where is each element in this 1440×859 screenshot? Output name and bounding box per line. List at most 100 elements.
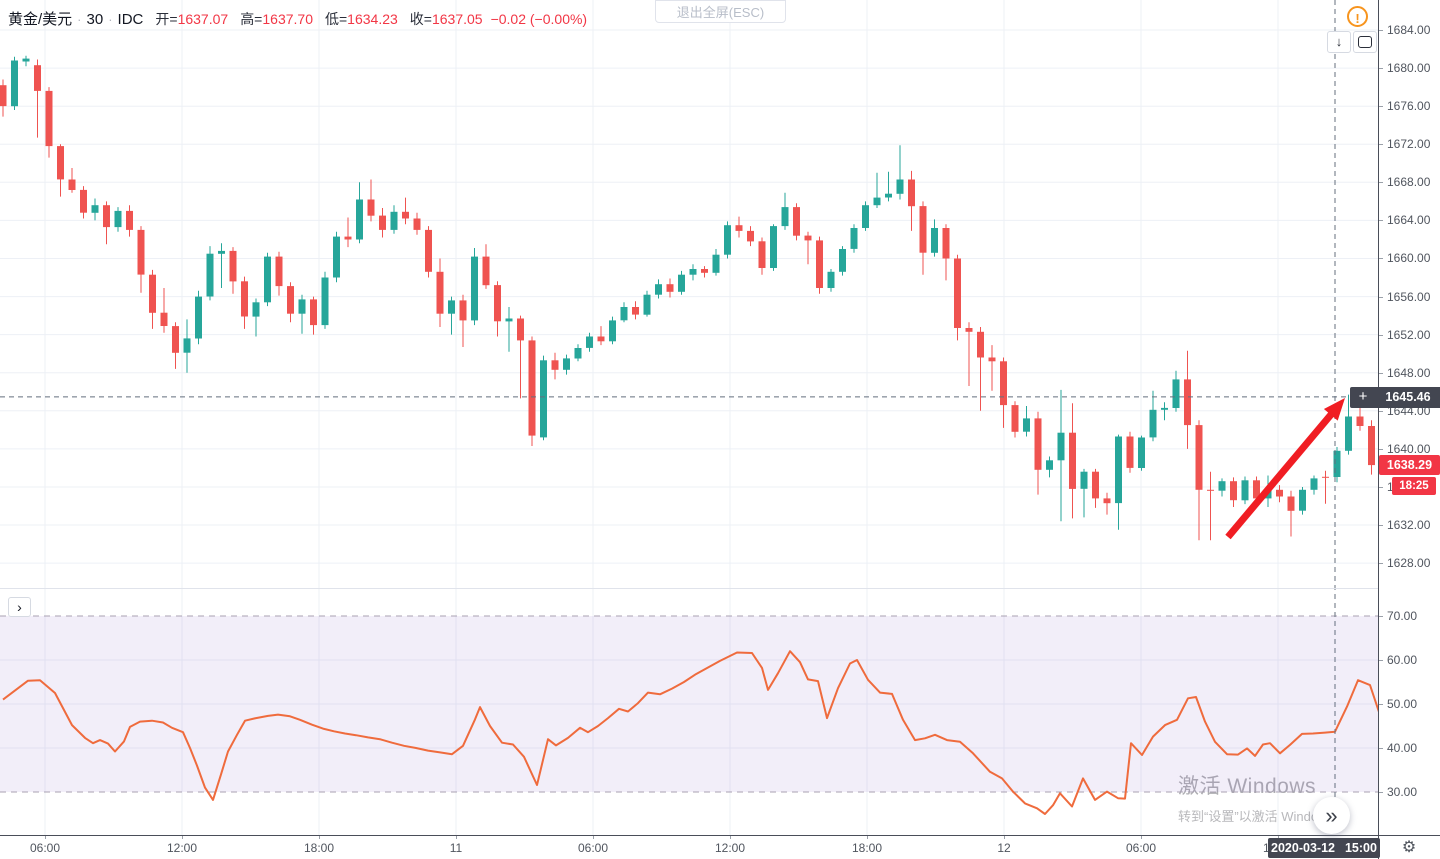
price-axis-label: 1680.00 [1387, 61, 1431, 75]
exchange-label: IDC [117, 11, 144, 28]
price-axis-tick [1378, 297, 1383, 298]
price-axis-label: 1676.00 [1387, 99, 1431, 113]
price-axis-label: 1668.00 [1387, 175, 1431, 189]
high-value: 1637.70 [262, 11, 313, 27]
time-axis-tick [45, 835, 46, 839]
time-axis-label: 11 [449, 841, 463, 855]
download-arrow-icon[interactable]: ↓ [1327, 31, 1351, 53]
price-axis-label: 70.00 [1387, 609, 1418, 623]
rsi-band [0, 615, 1378, 793]
pane-separator[interactable] [0, 588, 1440, 589]
price-axis-label: 1632.00 [1387, 518, 1431, 532]
price-axis-tick [1378, 30, 1383, 31]
price-axis-label: 1648.00 [1387, 366, 1431, 380]
price-axis-label: 1640.00 [1387, 442, 1431, 456]
price-axis-label: 1684.00 [1387, 23, 1431, 37]
time-axis[interactable]: 06:00 12:00 18:00 11 06:00 12:00 18:00 12 06:00 1… [0, 835, 1440, 859]
open-value: 1637.07 [177, 11, 229, 27]
price-axis-tick [1378, 106, 1383, 107]
price-axis-tick [1378, 704, 1383, 705]
time-axis-label: 06:00 [29, 841, 61, 855]
gridlines [0, 0, 1378, 835]
price-axis-tick [1378, 792, 1383, 793]
time-axis-label: 12:00 [166, 841, 198, 855]
price-axis-tick [1378, 144, 1383, 145]
crosshair-date: 2020-03-12 [1271, 841, 1335, 855]
last-price-badge: 1638.29 [1379, 455, 1440, 475]
price-axis-tick [1378, 525, 1383, 526]
close-value: 1637.05 [431, 11, 483, 27]
price-axis-label: 50.00 [1387, 697, 1418, 711]
price-axis-tick [1378, 258, 1383, 259]
ohlc-close: 收=1637.05 [410, 9, 483, 29]
price-axis-tick [1378, 335, 1383, 336]
price-axis-tick [1378, 411, 1383, 412]
ohlc-low: 低=1634.23 [325, 9, 398, 29]
crosshair-date-badge: 2020-03-12 15:00 [1268, 838, 1380, 858]
price-axis-label: 1660.00 [1387, 251, 1431, 265]
time-axis-tick [1278, 835, 1279, 839]
price-axis-tick [1378, 563, 1383, 564]
time-axis-label: 12:00 [714, 841, 746, 855]
symbol-legend: 黄金/美元 · 30 · IDC 开=1637.07 高=1637.70 低=1… [8, 8, 587, 29]
scroll-to-realtime-button[interactable]: » [1313, 797, 1350, 834]
price-axis-label: 1652.00 [1387, 328, 1431, 342]
time-axis-tick [730, 835, 731, 839]
price-axis[interactable]: 1684.00 1680.00 1676.00 1672.00 1668.00 1664.… [1378, 0, 1440, 835]
candles [0, 55, 1375, 541]
time-axis-tick [867, 835, 868, 839]
exit-fullscreen-button[interactable]: 退出全屏(ESC) [655, 0, 786, 23]
frame-icon [1358, 36, 1372, 48]
close-label: 收= [409, 11, 432, 27]
price-axis-tick [1378, 487, 1383, 488]
price-axis-tick [1378, 373, 1383, 374]
price-axis-tick [1378, 220, 1383, 221]
time-axis-label: 06:00 [577, 841, 609, 855]
ohlc-open: 开=1637.07 [155, 9, 228, 29]
price-axis-label: 1664.00 [1387, 213, 1431, 227]
separator-dot: · [108, 12, 113, 27]
price-axis-tick [1378, 182, 1383, 183]
fullscreen-frame-icon[interactable] [1353, 31, 1377, 53]
time-axis-label: 18:00 [303, 841, 335, 855]
plus-icon[interactable]: + [1350, 387, 1376, 408]
warning-icon[interactable]: ! [1347, 6, 1368, 27]
price-axis-label: 1628.00 [1387, 556, 1431, 570]
time-axis-label: 12 [997, 841, 1011, 855]
axis-horizontal-border [0, 835, 1440, 836]
trend-arrow-annotation [1225, 398, 1345, 540]
price-axis-label: 60.00 [1387, 653, 1418, 667]
time-axis-label: 18:00 [851, 841, 883, 855]
crosshair-price-label: 1645.46 [1376, 387, 1440, 408]
price-axis-label: 40.00 [1387, 741, 1418, 755]
low-value: 1634.23 [347, 11, 398, 27]
low-label: 低= [324, 11, 348, 27]
ohlc-high: 高=1637.70 [240, 9, 313, 29]
time-axis-label: 06:00 [1125, 841, 1157, 855]
separator-dot: · [77, 12, 82, 27]
time-axis-tick [1141, 835, 1142, 839]
axis-vertical-border [1378, 0, 1379, 859]
open-label: 开= [155, 11, 178, 27]
price-axis-label: 1656.00 [1387, 290, 1431, 304]
time-axis-tick [182, 835, 183, 839]
high-label: 高= [240, 11, 263, 27]
price-axis-label: 30.00 [1387, 785, 1418, 799]
price-axis-tick [1378, 748, 1383, 749]
crosshair-price-badge: + 1645.46 [1350, 387, 1440, 408]
price-axis-tick [1378, 616, 1383, 617]
time-axis-tick [319, 835, 320, 839]
symbol-name[interactable]: 黄金/美元 [8, 11, 73, 28]
price-axis-tick [1378, 660, 1383, 661]
time-axis-tick [456, 835, 457, 839]
interval-label[interactable]: 30 [86, 11, 104, 28]
change-value: −0.02 (−0.00%) [490, 11, 588, 27]
countdown-badge: 18:25 [1392, 477, 1436, 495]
crosshair-time: 15:00 [1344, 841, 1377, 855]
price-axis-tick [1378, 449, 1383, 450]
price-axis-label: 1672.00 [1387, 137, 1431, 151]
gear-icon[interactable]: ⚙ [1394, 836, 1424, 858]
indicator-collapse-button[interactable]: › [8, 597, 31, 617]
